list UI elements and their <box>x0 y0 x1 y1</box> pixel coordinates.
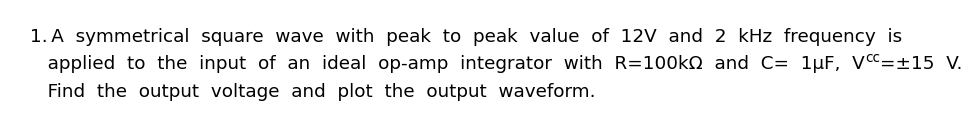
Text: cc: cc <box>865 51 880 65</box>
Text: Find  the  output  voltage  and  plot  the  output  waveform.: Find the output voltage and plot the out… <box>30 83 595 101</box>
Text: 1. A  symmetrical  square  wave  with  peak  to  peak  value  of  12V  and  2  k: 1. A symmetrical square wave with peak t… <box>30 28 902 46</box>
Text: applied  to  the  input  of  an  ideal  op-amp  integrator  with  R=100kΩ  and  : applied to the input of an ideal op-amp … <box>30 55 865 73</box>
Text: =±15  V.: =±15 V. <box>880 55 962 73</box>
